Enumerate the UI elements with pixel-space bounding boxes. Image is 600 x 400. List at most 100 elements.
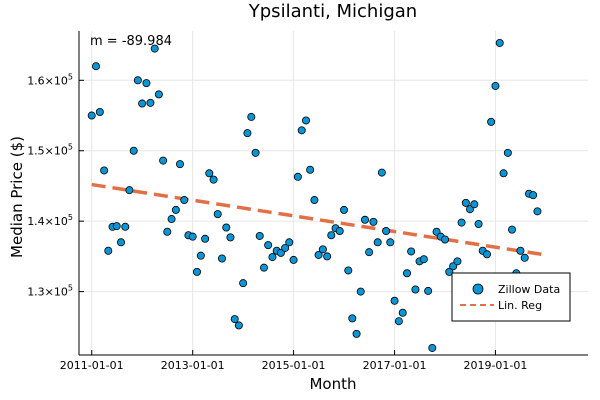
- data-point: [112, 222, 121, 231]
- data-point: [213, 210, 222, 219]
- data-point: [453, 257, 462, 266]
- data-point: [247, 112, 256, 121]
- data-point: [230, 315, 239, 324]
- data-point: [403, 269, 412, 278]
- data-point: [474, 219, 483, 228]
- data-point: [121, 222, 130, 231]
- data-point: [87, 111, 96, 120]
- y-tick-label: 1.4×105: [27, 213, 73, 228]
- chart-title: Ypsilanti, Michigan: [248, 1, 417, 22]
- data-point: [314, 250, 323, 259]
- data-point: [398, 308, 407, 317]
- data-point: [234, 321, 243, 330]
- data-point: [386, 238, 395, 247]
- data-point: [310, 196, 319, 205]
- data-point: [373, 238, 382, 247]
- data-point: [226, 233, 235, 242]
- legend-marker-zillow: [472, 283, 484, 295]
- x-tick-label: 2013-01-01: [161, 359, 225, 372]
- data-point: [260, 263, 269, 272]
- data-point: [318, 245, 327, 254]
- regression-line: [91, 182, 547, 257]
- data-point: [129, 146, 138, 155]
- plot-area: 2011-01-01 2013-01-01 2015-01-01 2017-01-01…: [27, 31, 588, 372]
- data-point: [255, 231, 264, 240]
- data-point: [483, 250, 492, 259]
- data-point: [159, 156, 168, 165]
- data-point: [499, 169, 508, 178]
- data-point: [205, 169, 214, 178]
- data-point: [445, 267, 454, 276]
- data-point: [239, 279, 248, 288]
- x-tick-label: 2017-01-01: [363, 359, 427, 372]
- data-point: [91, 62, 100, 71]
- data-point: [171, 205, 180, 214]
- data-point: [533, 207, 542, 216]
- data-point: [335, 227, 344, 236]
- data-point: [529, 191, 538, 200]
- y-tick-label: 1.3×105: [27, 284, 73, 299]
- data-point: [293, 172, 302, 181]
- data-point: [348, 314, 357, 323]
- data-point: [163, 227, 172, 236]
- x-tick-label: 2011-01-01: [60, 359, 124, 372]
- data-point: [180, 196, 189, 205]
- data-point: [167, 215, 176, 224]
- data-point: [365, 248, 374, 257]
- data-point: [340, 205, 349, 214]
- y-tick-label: 1.6×105: [27, 72, 73, 87]
- data-point: [424, 286, 433, 295]
- data-point: [457, 218, 466, 227]
- data-point: [138, 99, 147, 108]
- data-point: [150, 44, 159, 53]
- data-point: [327, 231, 336, 240]
- x-axis-title: Month: [309, 375, 356, 393]
- data-point: [264, 241, 273, 250]
- data-point: [390, 296, 399, 305]
- data-point: [104, 246, 113, 255]
- data-point: [344, 266, 353, 275]
- data-point: [196, 251, 205, 260]
- data-point: [289, 255, 298, 264]
- data-point: [133, 76, 142, 85]
- data-point: [192, 267, 201, 276]
- data-point: [243, 129, 252, 138]
- data-point: [352, 329, 361, 338]
- data-point: [281, 243, 290, 252]
- data-point: [428, 343, 437, 352]
- data-point: [209, 175, 218, 184]
- legend: Zillow Data Lin. Reg: [451, 272, 571, 322]
- data-point: [461, 198, 470, 207]
- legend-label-reg: Lin. Reg: [498, 299, 542, 312]
- data-point: [188, 232, 197, 241]
- data-point: [440, 235, 449, 244]
- data-point: [487, 117, 496, 126]
- data-point: [407, 247, 416, 256]
- legend-label-zillow: Zillow Data: [498, 283, 560, 296]
- data-point: [306, 165, 315, 174]
- data-point: [154, 90, 163, 99]
- y-tick-label: 1.5×105: [27, 143, 73, 158]
- data-point: [369, 217, 378, 226]
- data-point: [508, 225, 517, 234]
- data-point: [285, 238, 294, 247]
- data-point: [356, 287, 365, 296]
- data-point: [516, 246, 525, 255]
- data-point: [302, 116, 311, 125]
- data-point: [491, 81, 500, 90]
- slope-annotation: m = -89.984: [90, 34, 172, 49]
- legend-box: [451, 272, 571, 322]
- data-point: [394, 317, 403, 326]
- data-point: [100, 166, 109, 175]
- data-point: [520, 253, 529, 262]
- data-point: [411, 285, 420, 294]
- x-tick-label: 2019-01-01: [463, 359, 527, 372]
- data-point: [470, 200, 479, 209]
- data-point: [382, 227, 391, 236]
- data-point: [95, 108, 104, 117]
- data-point: [377, 168, 386, 177]
- data-point: [297, 126, 306, 135]
- data-point: [201, 234, 210, 243]
- data-point: [268, 253, 277, 262]
